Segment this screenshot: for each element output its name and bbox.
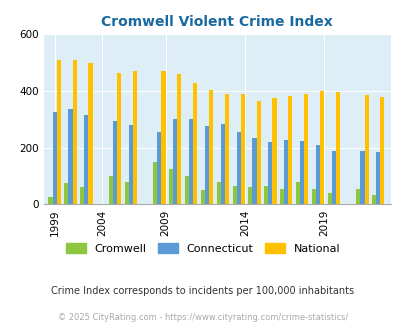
Bar [173,119,177,205]
Bar [272,98,276,205]
Bar [319,91,324,205]
Bar [220,124,224,205]
Bar [64,183,68,205]
Bar [48,196,53,205]
Bar [168,169,173,205]
Bar [264,186,268,205]
Bar [355,189,360,205]
Bar [256,101,260,205]
Bar [124,182,128,205]
Bar [295,182,299,205]
Bar [379,97,384,205]
Bar [84,115,88,205]
Bar [189,119,193,205]
Bar [57,60,61,205]
Bar [288,96,292,205]
Bar [375,152,379,205]
Bar [68,110,72,205]
Bar [236,132,240,205]
Text: Crime Index corresponds to incidents per 100,000 inhabitants: Crime Index corresponds to incidents per… [51,286,354,296]
Bar [109,176,113,205]
Bar [113,121,117,205]
Bar [153,162,157,205]
Bar [216,182,220,205]
Bar [311,189,315,205]
Bar [200,190,205,205]
Bar [157,132,161,205]
Bar [284,140,288,205]
Bar [315,145,319,205]
Bar [224,94,228,205]
Bar [193,82,197,205]
Bar [268,142,272,205]
Bar [132,71,136,205]
Bar [240,94,244,205]
Text: © 2025 CityRating.com - https://www.cityrating.com/crime-statistics/: © 2025 CityRating.com - https://www.city… [58,313,347,322]
Bar [53,112,57,205]
Bar [327,193,331,205]
Legend: Cromwell, Connecticut, National: Cromwell, Connecticut, National [61,239,344,258]
Bar [209,90,213,205]
Bar [279,189,284,205]
Bar [371,194,375,205]
Bar [177,74,181,205]
Bar [72,60,77,205]
Bar [184,176,189,205]
Bar [335,92,339,205]
Bar [299,141,303,205]
Bar [80,187,84,205]
Bar [161,71,165,205]
Bar [331,151,335,205]
Bar [88,63,92,205]
Bar [128,125,132,205]
Bar [205,126,209,205]
Bar [252,138,256,205]
Bar [364,95,368,205]
Bar [360,150,364,205]
Bar [248,187,252,205]
Title: Cromwell Violent Crime Index: Cromwell Violent Crime Index [101,15,333,29]
Bar [303,94,307,205]
Bar [117,73,121,205]
Bar [232,186,236,205]
